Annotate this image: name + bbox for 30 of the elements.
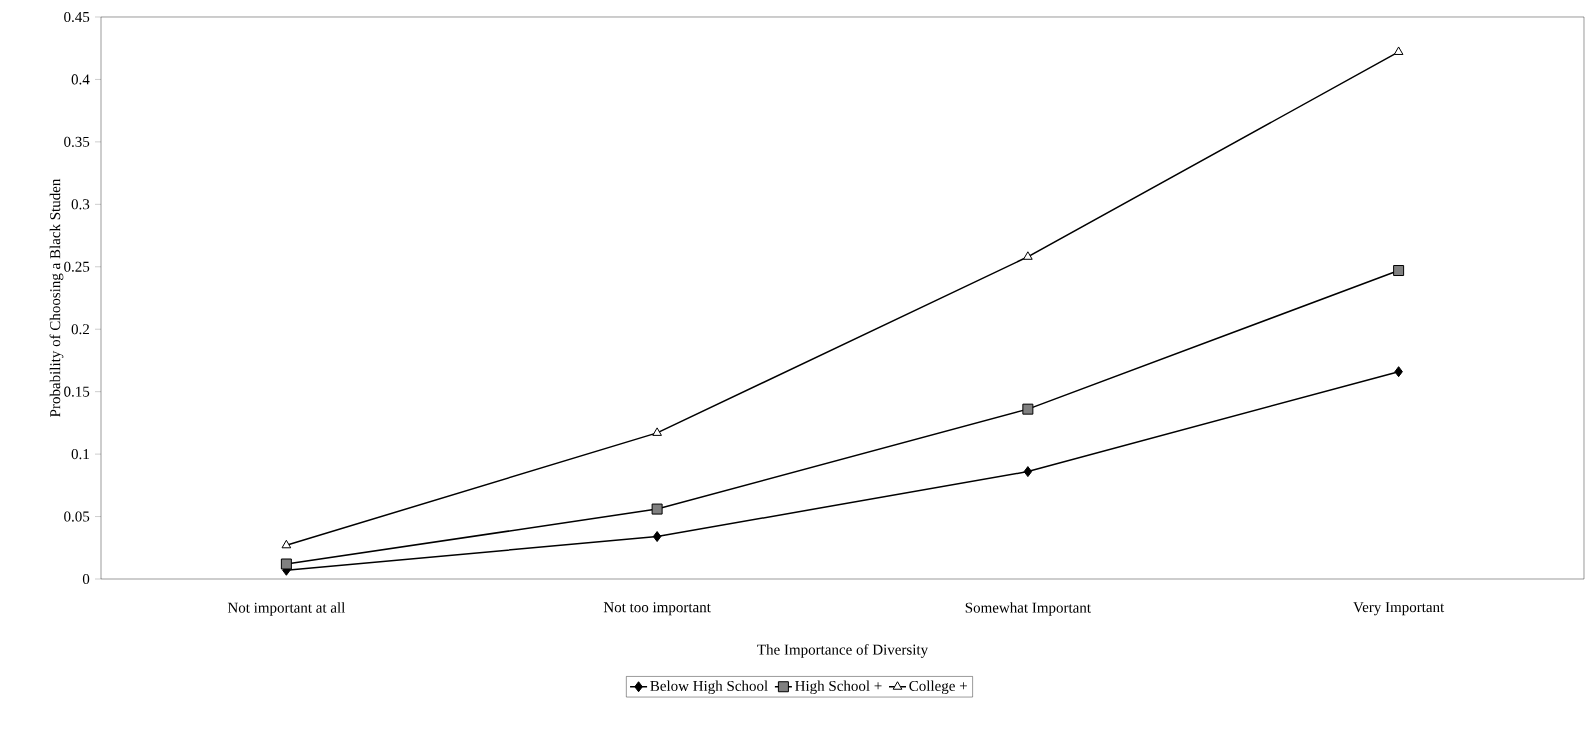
y-axis-title: Probability of Choosing a Black Studen	[49, 178, 64, 417]
y-tick-label: 0.2	[71, 324, 89, 335]
point	[1022, 403, 1034, 415]
point	[281, 539, 292, 549]
point	[652, 427, 662, 436]
point	[280, 558, 292, 570]
y-tick-label: 0.3	[71, 199, 90, 210]
x-axis-title: The Importance of Diversity	[757, 644, 929, 658]
x-tick-label: Not important at all	[227, 602, 346, 616]
x-tick-label: Somewhat Important	[965, 602, 1091, 616]
legend-label: Below High School	[650, 680, 768, 695]
point	[1023, 466, 1033, 478]
y-tick-label: 0.25	[64, 261, 90, 272]
y-tick-label: 0.45	[64, 11, 90, 23]
point	[652, 531, 662, 543]
y-tick-label: 0	[82, 573, 90, 585]
point	[651, 503, 663, 515]
point	[1393, 265, 1405, 277]
point	[1394, 366, 1403, 378]
x-tick-label: Very Important	[1353, 602, 1445, 616]
y-tick-label: 0.4	[71, 74, 90, 85]
y-tick-label: 0.15	[64, 386, 90, 397]
y-tick-label: 0.35	[64, 136, 90, 147]
point	[1393, 46, 1404, 55]
y-tick-label: 0.1	[71, 449, 89, 460]
legend-label: College +	[909, 680, 967, 695]
point	[1023, 251, 1033, 260]
y-tick-label: 0.05	[64, 511, 90, 522]
legend-label: High School +	[795, 680, 882, 695]
x-tick-label: Not too important	[603, 602, 711, 616]
